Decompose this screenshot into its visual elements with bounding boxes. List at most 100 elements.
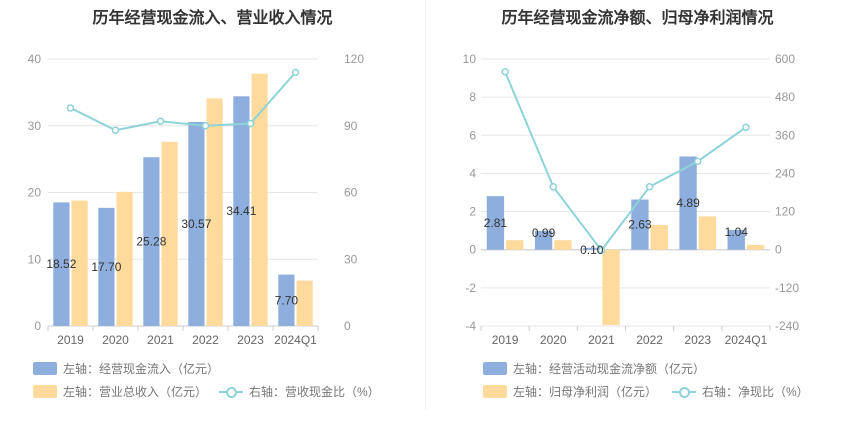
legend-swatch [33, 385, 57, 398]
line-point [246, 119, 255, 128]
bar-series2 [506, 240, 524, 250]
y-left-tick-label: 2 [469, 205, 476, 219]
legend-swatch [483, 385, 507, 398]
bar-series2 [296, 280, 313, 326]
legend-label: 左轴：营业总收入（亿元） [63, 385, 208, 399]
line-point [111, 126, 120, 134]
chart-plot: 0 10 20 30 40 0 30 60 90 120 2019 2020 2021 2022 2023 2… [28, 52, 365, 347]
y-right-tick-label: 90 [344, 119, 358, 133]
x-tick-label: 2024Q1 [274, 333, 317, 347]
y-left-tick-label: 0 [469, 243, 476, 257]
bar-series1 [583, 247, 601, 250]
y-right-tick-label: -240 [775, 319, 799, 333]
bar-series1 [534, 230, 553, 250]
y-right-tick-label: 0 [344, 319, 351, 333]
line-point [645, 183, 654, 191]
series-line [70, 71, 297, 132]
legend-label: 左轴：经营现金流入（亿元） [63, 362, 220, 376]
data-label: 0.10 [580, 243, 604, 257]
y-right-tick-label: 0 [775, 243, 782, 257]
y-left-tick-label: 40 [28, 52, 42, 66]
line-point [597, 246, 606, 255]
y-left-tick-label: 0 [34, 319, 41, 333]
x-tick-label: 2021 [588, 333, 615, 347]
y-right-tick-label: 120 [344, 52, 364, 66]
bar-series2 [71, 200, 88, 326]
x-tick-label: 2023 [684, 333, 711, 347]
legend-label: 右轴：营收现金比（%） [249, 385, 380, 399]
x-tick-label: 2020 [540, 333, 567, 347]
y-left-tick-label: 10 [28, 252, 42, 266]
data-label: 0.99 [532, 226, 556, 240]
legend-swatch [33, 362, 57, 375]
bar-series2 [746, 244, 765, 250]
line-point [501, 67, 509, 76]
chart-title: 历年经营现金流净额、归母净利润情况 [501, 10, 774, 27]
data-label: 30.57 [181, 217, 211, 231]
legend-label: 左轴：归母净利润（亿元） [513, 385, 658, 399]
bar-series1 [98, 207, 115, 326]
bar-series2 [650, 224, 668, 250]
data-label: 34.41 [226, 204, 256, 218]
chart-title: 历年经营现金流入、营业收入情况 [92, 10, 333, 27]
legend-swatch-line [219, 385, 243, 398]
x-tick-label: 2024Q1 [725, 333, 768, 347]
y-left-tick-label: -2 [465, 281, 476, 295]
bar-series1 [679, 156, 697, 250]
line-point [291, 68, 300, 77]
y-left-tick-label: 6 [469, 128, 476, 142]
legend-label: 右轴：净现比（%） [702, 385, 809, 399]
x-tick-label: 2020 [102, 333, 129, 347]
x-tick-label: 2019 [57, 333, 84, 347]
bar-series1 [188, 121, 205, 326]
chart-panel-netcash-profit: 历年经营现金流净额、归母净利润情况 -4 -2 0 2 4 6 8 10 -240 -120 0 12… [425, 0, 850, 437]
bar-series2 [602, 249, 620, 326]
y-left-tick-label: 20 [28, 186, 42, 200]
legend-item-bar1[interactable]: 左轴：经营活动现金流净额（亿元） [483, 360, 705, 377]
bar-series2 [206, 98, 223, 326]
line-point [156, 117, 165, 126]
legend-item-bar2[interactable]: 左轴：归母净利润（亿元） [483, 383, 657, 400]
legend-label: 左轴：经营活动现金流净额（亿元） [513, 362, 706, 376]
legend-swatch [483, 362, 507, 375]
bar-series1 [53, 202, 70, 326]
bar-series1 [278, 274, 295, 326]
x-tick-label: 2023 [237, 333, 264, 347]
data-label: 2.63 [628, 218, 652, 232]
bar-series2 [251, 73, 268, 326]
data-label: 1.04 [725, 225, 749, 239]
legend-item-bar2[interactable]: 左轴：营业总收入（亿元） [33, 383, 207, 400]
line-point [694, 157, 702, 166]
legend-swatch-line [672, 385, 696, 398]
y-right-tick-label: -120 [775, 281, 799, 295]
data-label: 25.28 [136, 235, 166, 249]
bar-series2 [161, 141, 178, 326]
y-right-tick-label: 120 [775, 205, 795, 219]
line-point [201, 122, 210, 130]
bar-series2 [116, 191, 133, 326]
data-label: 7.70 [275, 293, 299, 307]
bar-series2 [698, 216, 717, 250]
bar-series1 [631, 199, 649, 250]
legend-item-line[interactable]: 右轴：营收现金比（%） [219, 383, 380, 400]
y-left-tick-label: 4 [469, 166, 476, 180]
legend-item-line[interactable]: 右轴：净现比（%） [672, 383, 809, 400]
legend-item-bar1[interactable]: 左轴：经营现金流入（亿元） [33, 360, 219, 377]
x-tick-label: 2022 [192, 333, 219, 347]
line-point [742, 123, 750, 132]
data-label: 4.89 [676, 196, 700, 210]
y-left-tick-label: 30 [28, 119, 42, 133]
chart-plot: -4 -2 0 2 4 6 8 10 -240 -120 0 120 240 360 480 600 2019 2… [463, 52, 800, 347]
line-point [66, 104, 75, 112]
y-right-tick-label: 30 [344, 252, 358, 266]
y-right-tick-label: 360 [775, 128, 795, 142]
panel-divider [425, 0, 426, 410]
y-right-tick-label: 240 [775, 166, 795, 180]
y-left-tick-label: 8 [469, 90, 476, 104]
y-right-tick-label: 600 [775, 52, 795, 66]
y-left-tick-label: 10 [463, 52, 477, 66]
data-label: 18.52 [46, 257, 76, 271]
data-label: 17.70 [91, 260, 121, 274]
y-right-tick-label: 480 [775, 90, 795, 104]
chart-panel-cashflow-revenue: 历年经营现金流入、营业收入情况 0 10 20 30 40 0 30 60 90 120 2019 2… [28, 10, 380, 400]
